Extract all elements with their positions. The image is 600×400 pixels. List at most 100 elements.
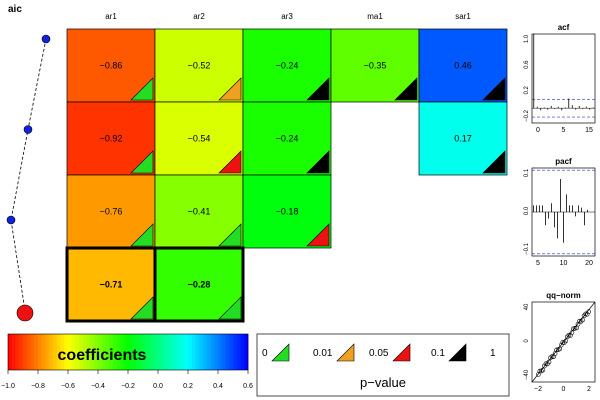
- coef-cell-fill: [242, 174, 332, 249]
- pvalue-swatch: [336, 343, 355, 362]
- qq-point: [546, 359, 552, 365]
- aic-panel: aic: [6, 4, 51, 322]
- panel-x-tick-label: 15: [585, 127, 593, 134]
- column-label-sar1: sar1: [455, 12, 471, 21]
- pvalue-break-label: 0.01: [313, 348, 333, 359]
- panel-title: qq−norm: [546, 291, 580, 300]
- qq-point: [558, 342, 564, 348]
- aic-point: [23, 125, 33, 134]
- coef-cell: −0.54: [154, 101, 244, 176]
- coef-value: 0.17: [454, 134, 472, 144]
- colorbar-tick-label: −0.8: [31, 383, 45, 390]
- coef-cell: −0.76: [66, 174, 156, 249]
- panel-y-tick-label: −0.2: [524, 109, 530, 122]
- coef-cell: −0.41: [154, 174, 244, 249]
- colorbar-step: [218, 334, 223, 370]
- colorbar-title: coefficients: [58, 347, 147, 364]
- pvalue-legend-title: p−value: [360, 375, 406, 390]
- pvalue-marker: [306, 223, 330, 247]
- qq-point: [540, 367, 546, 373]
- colorbar-step: [8, 334, 13, 370]
- colorbar-step: [23, 334, 28, 370]
- colorbar-tick-label: −0.2: [121, 383, 135, 390]
- colorbar-step: [191, 334, 196, 370]
- panel-x-tick-label: 2: [587, 386, 591, 393]
- pvalue-marker: [130, 296, 154, 320]
- panel-y-tick-label: 0: [524, 339, 530, 343]
- coef-cell: −0.24: [242, 101, 332, 176]
- coef-cell: 0.17: [418, 101, 508, 176]
- colorbar-step: [195, 334, 200, 370]
- colorbar-step: [11, 334, 16, 370]
- colorbar-step: [240, 334, 245, 370]
- colorbar-step: [229, 334, 234, 370]
- colorbar-step: [113, 334, 118, 370]
- colorbar-step: [199, 334, 204, 370]
- pvalue-marker: [218, 150, 242, 174]
- coef-value: −0.18: [276, 207, 299, 217]
- qq-point: [580, 317, 585, 323]
- coef-value: −0.24: [276, 61, 299, 71]
- colorbar-step: [225, 334, 230, 370]
- panel-y-tick-label: −40: [524, 369, 530, 380]
- panel-x-tick-label: 20: [585, 260, 593, 267]
- qq-norm-panel: qq−norm 40 0 −40 −2 0 2: [524, 291, 596, 393]
- panel-x-tick-label: 0: [562, 386, 566, 393]
- coef-value: −0.41: [188, 207, 211, 217]
- colorbar-step: [30, 334, 35, 370]
- pvalue-break-label: 1: [490, 348, 496, 359]
- aic-connector-line: [10, 38, 47, 311]
- qq-point: [549, 354, 555, 359]
- coef-cell-fill: [154, 101, 244, 176]
- colorbar-step: [41, 334, 46, 370]
- panel-y-tick-label: 0.1: [524, 168, 530, 177]
- colorbar-step: [64, 334, 69, 370]
- panel-x-tick-label: −2: [534, 386, 542, 393]
- aic-point: [16, 304, 34, 322]
- pacf-panel: pacf 0.1 0.0 −0.1 5 10 20: [524, 157, 596, 267]
- qq-point: [577, 318, 582, 324]
- colorbar-step: [101, 334, 106, 370]
- qq-point: [565, 334, 570, 340]
- colorbar-step: [120, 334, 125, 370]
- pvalue-marker: [306, 150, 330, 174]
- colorbar-step: [131, 334, 136, 370]
- coef-cell: −0.52: [154, 28, 244, 103]
- colorbar-step: [49, 334, 54, 370]
- pvalue-marker: [218, 223, 242, 247]
- qq-point: [557, 346, 562, 352]
- pvalue-marker: [394, 77, 418, 101]
- qq-point: [548, 355, 553, 361]
- qq-point: [566, 332, 572, 338]
- colorbar-step: [60, 334, 65, 370]
- colorbar-step: [143, 334, 148, 370]
- pvalue-marker: [306, 77, 330, 101]
- coef-cell-fill: [242, 101, 332, 176]
- colorbar-step: [124, 334, 129, 370]
- colorbar-tick-label: 0.6: [243, 383, 253, 390]
- panel-y-tick-label: 0.0: [524, 206, 530, 215]
- colorbar-step: [176, 334, 181, 370]
- coef-value: −0.54: [188, 134, 211, 144]
- colorbar-step: [161, 334, 166, 370]
- coef-cell-fill: [66, 101, 156, 176]
- colorbar-step: [79, 334, 84, 370]
- qq-point: [584, 311, 590, 317]
- pvalue-swatch: [448, 343, 467, 362]
- pvalue-marker: [218, 77, 242, 101]
- coef-value: −0.35: [364, 61, 387, 71]
- aic-point: [41, 34, 51, 44]
- coef-cell-fill: [418, 101, 508, 176]
- colorbar-step: [38, 334, 43, 370]
- coef-value: −0.28: [188, 280, 211, 290]
- coef-cell: 0.46: [418, 28, 508, 103]
- coef-cell-fill: [330, 28, 420, 103]
- colorbar-step: [180, 334, 185, 370]
- colorbar-step: [206, 334, 211, 370]
- panel-title: acf: [558, 23, 570, 32]
- pvalue-marker: [482, 77, 506, 101]
- coef-value: −0.24: [276, 134, 299, 144]
- coef-value: −0.52: [188, 61, 211, 71]
- coef-value: −0.76: [100, 207, 123, 217]
